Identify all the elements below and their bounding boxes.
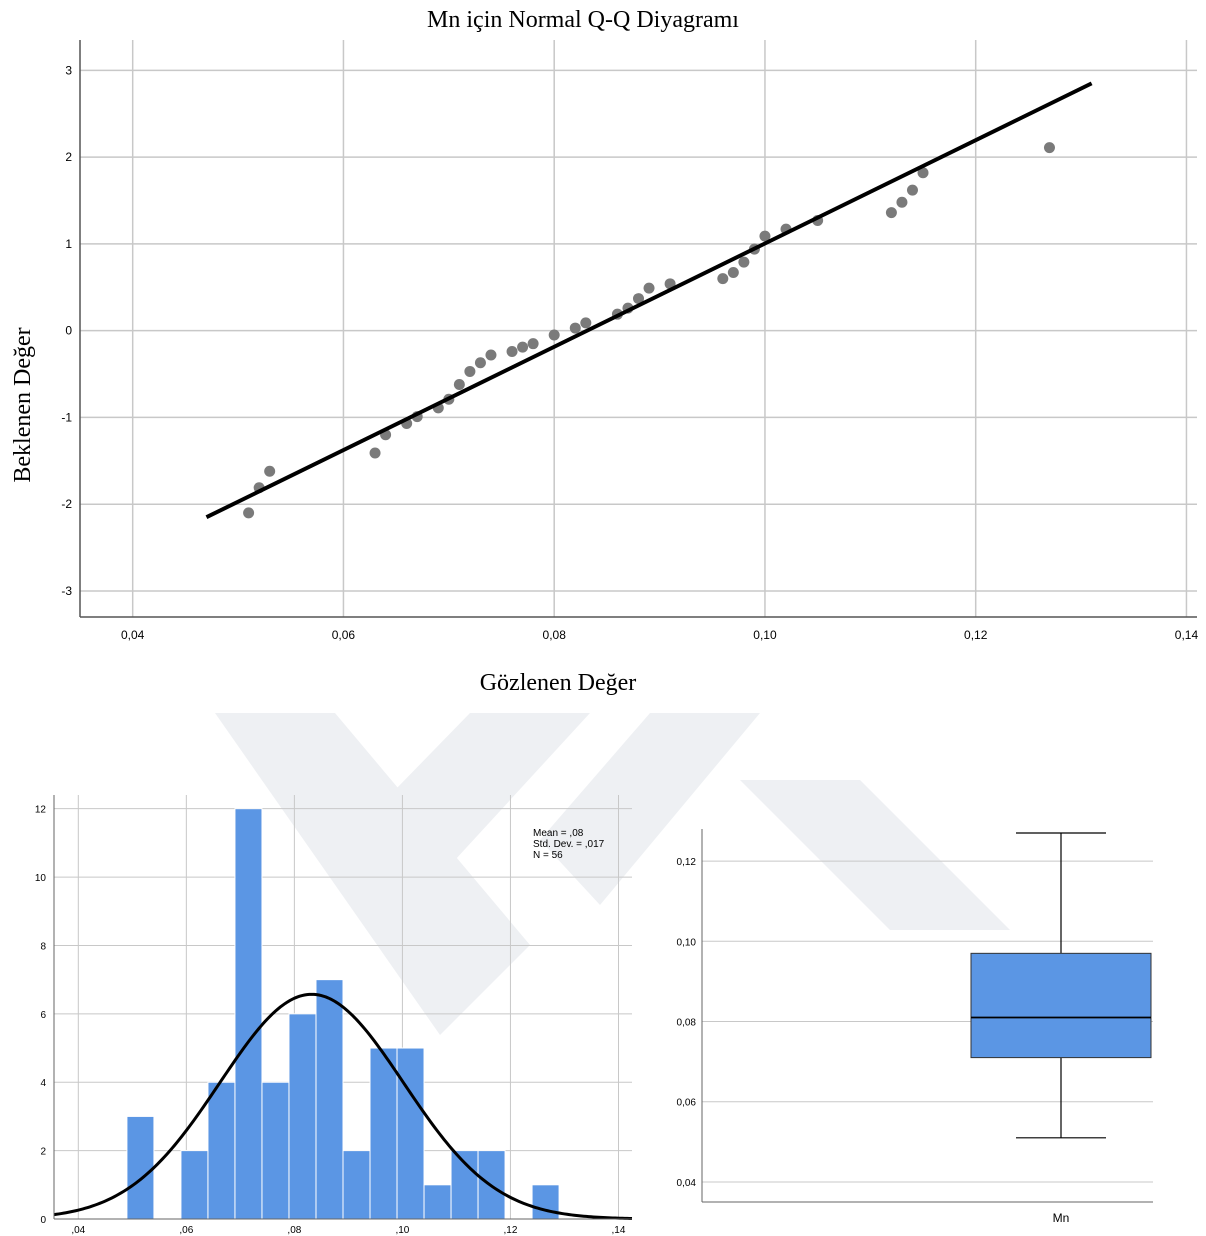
histogram-bar — [126, 1115, 155, 1220]
qq-y-axis-label: Beklenen Değer — [10, 327, 36, 482]
histogram-bar — [423, 1184, 452, 1220]
qq-y-tick-label: 2 — [65, 150, 72, 164]
qq-x-tick-label: 0,04 — [121, 628, 145, 642]
qq-x-tick-label: 0,14 — [1175, 628, 1199, 642]
hist-x-tick-label: ,10 — [395, 1225, 409, 1236]
qq-point — [474, 357, 486, 369]
histogram-bar — [261, 1081, 290, 1220]
qq-point — [506, 345, 518, 357]
hist-y-tick-label: 0 — [40, 1215, 46, 1226]
qq-point — [243, 507, 255, 519]
qq-fit-line — [205, 81, 1093, 520]
qq-x-axis-label: Gözlenen Değer — [480, 670, 637, 696]
qq-y-tick-label: -1 — [61, 410, 72, 424]
histogram-stats-legend: Mean = ,08 Std. Dev. = ,017 N = 56 — [533, 828, 605, 861]
qq-x-tick-label: 0,06 — [332, 628, 356, 642]
hist-y-tick-label: 6 — [40, 1010, 46, 1021]
box-y-tick-label: 0,04 — [677, 1178, 697, 1189]
qq-point — [906, 184, 918, 196]
qq-point — [643, 282, 655, 294]
qq-x-tick-label: 0,10 — [753, 628, 777, 642]
qq-point — [759, 230, 771, 242]
boxplot-tick-labels: 0,04 0,06 0,08 0,10 0,12 — [677, 857, 697, 1189]
qq-point — [896, 196, 908, 208]
qq-point — [369, 447, 381, 459]
qq-plot: Mn için Normal Q-Q Diyagramı Gözlenen De… — [10, 7, 1198, 696]
histogram-normal-curve — [53, 992, 633, 1220]
histogram-bar — [315, 979, 344, 1220]
stats-mean: Mean = ,08 — [533, 828, 584, 839]
boxplot-category-label: Mn — [1053, 1211, 1070, 1225]
boxplot: 0,04 0,06 0,08 0,10 0,12 Mn — [677, 829, 1153, 1225]
histogram-bar — [288, 1013, 317, 1220]
hist-x-tick-label: ,06 — [179, 1225, 193, 1236]
qq-point — [485, 349, 497, 361]
qq-point — [453, 378, 465, 390]
qq-title: Mn için Normal Q-Q Diyagramı — [427, 7, 739, 33]
qq-point — [727, 267, 739, 279]
qq-x-tick-label: 0,12 — [964, 628, 988, 642]
iqr-box — [970, 952, 1152, 1059]
hist-y-tick-label: 4 — [40, 1078, 46, 1089]
qq-point — [633, 293, 644, 305]
qq-point — [717, 273, 729, 285]
qq-axes — [79, 40, 1197, 618]
watermark-logo — [215, 713, 1010, 1035]
qq-point — [517, 341, 529, 353]
qq-point — [885, 207, 897, 219]
qq-gridlines — [80, 40, 1197, 617]
qq-y-tick-label: 3 — [65, 63, 72, 77]
histogram-bar — [180, 1150, 209, 1220]
hist-y-tick-label: 2 — [40, 1147, 46, 1158]
hist-y-tick-label: 12 — [35, 805, 47, 816]
hist-x-tick-label: ,04 — [71, 1225, 85, 1236]
qq-point — [580, 317, 592, 329]
box-y-tick-label: 0,10 — [677, 937, 697, 948]
qq-point — [527, 338, 539, 350]
histogram-bars — [126, 808, 560, 1220]
boxplot-box — [970, 832, 1152, 1139]
qq-point — [569, 322, 581, 334]
hist-x-tick-label: ,08 — [287, 1225, 301, 1236]
qq-y-tick-label: -3 — [61, 584, 72, 598]
qq-data-points — [243, 142, 1055, 519]
box-y-tick-label: 0,08 — [677, 1018, 697, 1029]
normal-curve — [53, 992, 633, 1220]
histogram-bar — [396, 1047, 425, 1220]
box-y-tick-label: 0,12 — [677, 857, 697, 868]
stats-n: N = 56 — [533, 850, 563, 861]
qq-y-tick-label: -2 — [61, 497, 72, 511]
hist-y-tick-label: 10 — [35, 873, 47, 884]
qq-tick-labels: 0,04 0,06 0,08 0,10 0,12 0,14 -3 -2 -1 0 1 2 3 — [61, 63, 1198, 642]
histogram-bar — [234, 808, 263, 1220]
hist-x-tick-label: ,14 — [612, 1225, 626, 1236]
boxplot-gridlines — [702, 860, 1153, 1183]
histogram-bar — [369, 1047, 398, 1220]
histogram-axes — [53, 795, 632, 1220]
histogram-bar — [531, 1184, 560, 1220]
qq-point — [738, 256, 750, 268]
qq-x-tick-label: 0,08 — [543, 628, 567, 642]
hist-x-tick-label: ,12 — [504, 1225, 518, 1236]
qq-point — [548, 329, 560, 341]
histogram-bar — [207, 1081, 236, 1220]
qq-point — [917, 167, 929, 179]
histogram-bar — [342, 1150, 371, 1220]
hist-y-tick-label: 8 — [40, 941, 46, 952]
qq-point — [264, 465, 276, 477]
qq-point — [464, 365, 476, 377]
stats-std-dev: Std. Dev. = ,017 — [533, 839, 605, 850]
qq-reference-line — [205, 81, 1093, 520]
qq-y-tick-label: 1 — [65, 237, 72, 251]
histogram: ,04 ,06 ,08 ,10 ,12 ,14 0 2 4 6 8 10 12 Mean = ,08 S… — [35, 795, 633, 1236]
histogram-tick-labels: ,04 ,06 ,08 ,10 ,12 ,14 0 2 4 6 8 10 12 — [35, 805, 626, 1236]
qq-point — [1043, 142, 1055, 154]
box-y-tick-label: 0,06 — [677, 1098, 697, 1109]
boxplot-axes — [701, 829, 1153, 1203]
qq-y-tick-label: 0 — [65, 324, 72, 338]
